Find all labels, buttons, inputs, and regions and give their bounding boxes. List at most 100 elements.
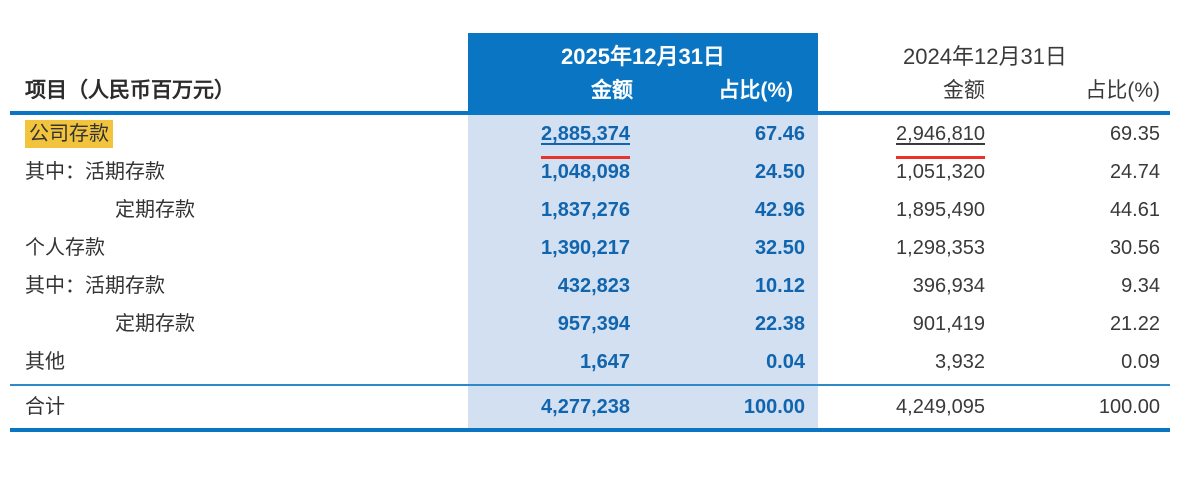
table-row: 其中：活期存款 1,048,098 24.50 1,051,320 24.74 [10, 153, 1170, 191]
pct-2024-cell: 9.34 [988, 267, 1170, 305]
amount-2024-value: 396,934 [912, 275, 985, 297]
amount-2025-cell: 432,823 [468, 267, 633, 305]
amount-2025-value: 957,394 [557, 313, 630, 335]
row-label: 公司存款 [25, 120, 113, 148]
pct-2024-value: 30.56 [1109, 237, 1160, 259]
row-label-cell: 其他 [10, 343, 468, 381]
amount-2024-value: 1,298,353 [896, 237, 985, 259]
row-label-cell: 其中：活期存款 [10, 267, 468, 305]
amount-2024-cell: 3,932 [815, 343, 988, 381]
pct-2024-cell: 44.61 [988, 191, 1170, 229]
amount-2025-cell: 2,885,374 [468, 115, 633, 159]
pct-2025-cell: 0.04 [633, 343, 815, 381]
pct-2024-value: 9.34 [1121, 275, 1160, 297]
pct-2025-cell: 32.50 [633, 229, 815, 267]
pct-2024-column-header: 占比(%) [1085, 79, 1160, 102]
current-period-column-band [468, 111, 818, 432]
row-label: 其中：活期存款 [25, 161, 165, 183]
current-period-header-band [468, 33, 818, 111]
pct-2025-cell: 22.38 [633, 305, 815, 343]
amount-2025-cell: 1,837,276 [468, 191, 633, 229]
row-label-cell: 公司存款 [10, 115, 468, 159]
pct-2025-value: 10.12 [754, 275, 805, 297]
pct-2024-value: 21.22 [1109, 313, 1160, 335]
pct-2025-column-header: 占比(%) [718, 79, 793, 102]
total-separator-rule [10, 384, 1170, 386]
row-label: 定期存款 [115, 313, 195, 335]
pct-2025-value: 0.04 [766, 351, 805, 373]
amount-2025-value: 1,647 [579, 351, 630, 373]
pct-2025-value: 32.50 [754, 237, 805, 259]
pct-2025-value: 24.50 [754, 161, 805, 183]
pct-2025-cell: 67.46 [633, 115, 815, 159]
pct-2024-value: 69.35 [1109, 123, 1160, 145]
item-column-header: 项目（人民币百万元） [25, 79, 235, 102]
total-row: 合计 4,277,238 100.00 4,249,095 100.00 [10, 386, 1170, 428]
table-row: 定期存款 957,394 22.38 901,419 21.22 [10, 305, 1170, 343]
pct-2025-value: 67.46 [754, 123, 805, 145]
row-label: 其中：活期存款 [25, 275, 165, 297]
pct-2024-cell: 0.09 [988, 343, 1170, 381]
row-label: 其他 [25, 351, 65, 373]
pct-2024-cell: 24.74 [988, 153, 1170, 191]
total-amount-2025-cell: 4,277,238 [468, 386, 633, 428]
pct-2024-value: 0.09 [1121, 351, 1160, 373]
amount-2025-value: 2,885,374 [541, 115, 630, 159]
total-pct-2025-value: 100.00 [743, 396, 805, 418]
total-amount-2025-value: 4,277,238 [541, 396, 630, 418]
amount-2025-cell: 1,390,217 [468, 229, 633, 267]
row-label-cell: 定期存款 [10, 191, 468, 229]
row-label: 个人存款 [25, 237, 105, 259]
amount-2025-cell: 957,394 [468, 305, 633, 343]
row-label-cell: 其中：活期存款 [10, 153, 468, 191]
table-row: 定期存款 1,837,276 42.96 1,895,490 44.61 [10, 191, 1170, 229]
period-2025-date-header: 2025年12月31日 [561, 44, 725, 69]
amount-2024-value: 1,051,320 [896, 161, 985, 183]
amount-2024-cell: 1,051,320 [815, 153, 988, 191]
table-row: 其中：活期存款 432,823 10.12 396,934 9.34 [10, 267, 1170, 305]
row-label-cell: 定期存款 [10, 305, 468, 343]
amount-2024-value: 2,946,810 [896, 115, 985, 159]
amount-2024-cell: 901,419 [815, 305, 988, 343]
table-row: 公司存款 2,885,374 67.46 2,946,810 69.35 [10, 115, 1170, 159]
amount-2025-value: 1,837,276 [541, 199, 630, 221]
amount-2025-value: 1,048,098 [541, 161, 630, 183]
amount-2025-value: 432,823 [557, 275, 630, 297]
amount-2024-cell: 2,946,810 [815, 115, 988, 159]
table-body: 公司存款 2,885,374 67.46 2,946,810 69.35 其中：… [10, 115, 1170, 381]
pct-2024-value: 44.61 [1109, 199, 1160, 221]
total-label-cell: 合计 [10, 386, 468, 428]
table-row: 其他 1,647 0.04 3,932 0.09 [10, 343, 1170, 381]
pct-2024-value: 24.74 [1109, 161, 1160, 183]
amount-2024-value: 901,419 [912, 313, 985, 335]
amount-2025-cell: 1,048,098 [468, 153, 633, 191]
amount-2025-column-header: 金额 [591, 79, 633, 102]
pct-2024-cell: 69.35 [988, 115, 1170, 159]
total-pct-2024-value: 100.00 [1098, 396, 1160, 418]
total-amount-2024-cell: 4,249,095 [815, 386, 988, 428]
amount-2024-value: 3,932 [934, 351, 985, 373]
row-label: 定期存款 [115, 199, 195, 221]
pct-2024-cell: 21.22 [988, 305, 1170, 343]
amount-2024-cell: 1,895,490 [815, 191, 988, 229]
pct-2025-value: 42.96 [754, 199, 805, 221]
pct-2024-cell: 30.56 [988, 229, 1170, 267]
header-rule [10, 111, 1170, 115]
pct-2025-value: 22.38 [754, 313, 805, 335]
total-pct-2025-cell: 100.00 [633, 386, 815, 428]
total-label: 合计 [25, 396, 65, 418]
pct-2025-cell: 24.50 [633, 153, 815, 191]
pct-2025-cell: 10.12 [633, 267, 815, 305]
amount-2024-column-header: 金额 [943, 79, 985, 102]
amount-2024-value: 1,895,490 [896, 199, 985, 221]
amount-2025-cell: 1,647 [468, 343, 633, 381]
table-row: 个人存款 1,390,217 32.50 1,298,353 30.56 [10, 229, 1170, 267]
period-2024-date-header: 2024年12月31日 [903, 44, 1067, 69]
amount-2024-cell: 396,934 [815, 267, 988, 305]
total-pct-2024-cell: 100.00 [988, 386, 1170, 428]
amount-2024-cell: 1,298,353 [815, 229, 988, 267]
row-label-cell: 个人存款 [10, 229, 468, 267]
pct-2025-cell: 42.96 [633, 191, 815, 229]
total-amount-2024-value: 4,249,095 [896, 396, 985, 418]
